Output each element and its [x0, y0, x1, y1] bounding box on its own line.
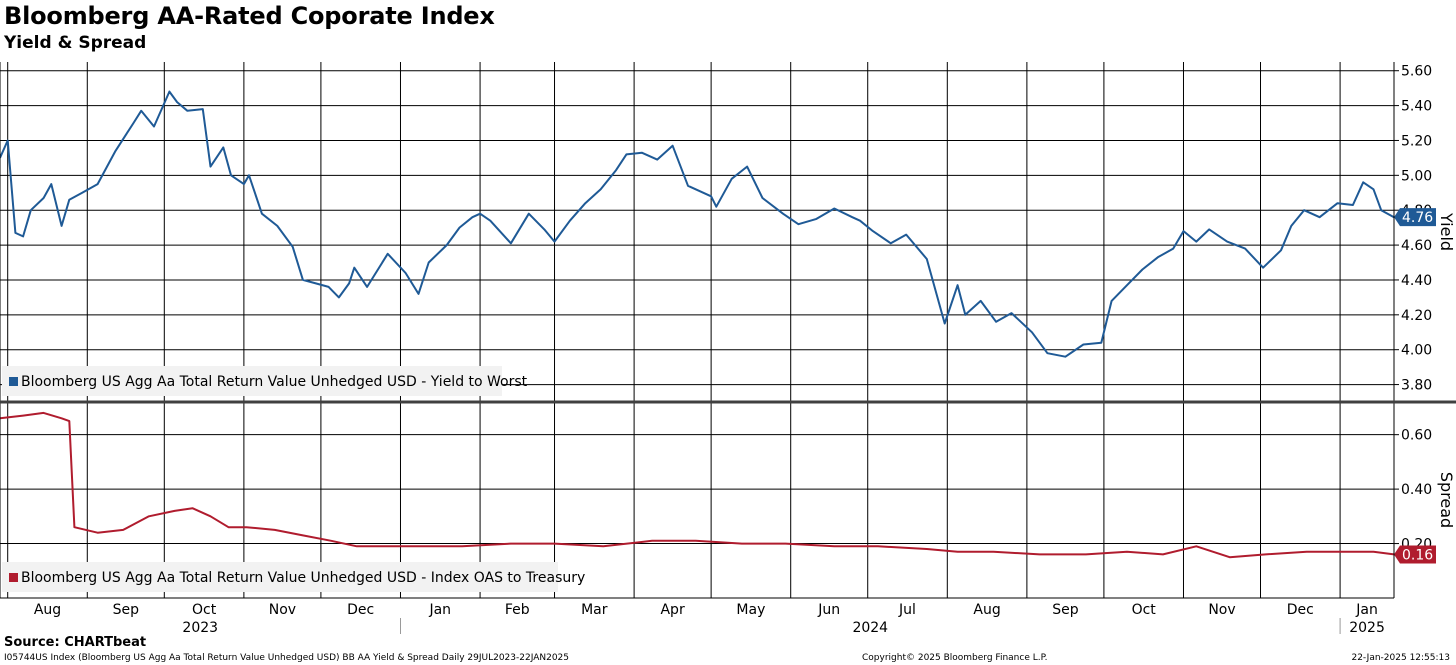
- legend-label: Bloomberg US Agg Aa Total Return Value U…: [21, 570, 585, 586]
- yield-panel: 5.605.405.205.004.804.604.404.204.003.80…: [0, 64, 1456, 396]
- legend-label: Bloomberg US Agg Aa Total Return Value U…: [21, 374, 528, 390]
- y-tick-label: 5.00: [1401, 168, 1432, 184]
- y-tick-label: 5.20: [1401, 133, 1432, 149]
- month-label: Oct: [192, 602, 217, 618]
- spread-series-line: [0, 411, 1395, 559]
- legend-swatch: [9, 573, 18, 582]
- y-tick-label: 3.80: [1401, 378, 1432, 394]
- month-label: Jan: [428, 602, 451, 618]
- y-axis-title: Yield: [1437, 212, 1456, 251]
- month-label: Sep: [1052, 602, 1079, 618]
- month-label: Aug: [34, 602, 61, 618]
- month-label: Dec: [347, 602, 374, 618]
- year-label: 2025: [1349, 620, 1385, 636]
- chart-title: Bloomberg AA-Rated Coporate Index: [4, 2, 495, 30]
- source-note: Source: CHARTbeat: [4, 635, 147, 650]
- y-tick-label: 4.20: [1401, 308, 1432, 324]
- month-label: Feb: [505, 602, 530, 618]
- month-label: Aug: [973, 602, 1000, 618]
- y-tick-label: 4.00: [1401, 343, 1432, 359]
- panel-frames: [0, 62, 1456, 599]
- month-label: Dec: [1287, 602, 1314, 618]
- x-axis: Aug Sep Oct Nov Dec Jan Feb Mar Apr May Jun Jul Aug S…: [34, 602, 1385, 636]
- month-label: Jul: [898, 602, 916, 618]
- y-tick-label: 4.40: [1401, 273, 1432, 289]
- legend-swatch: [9, 377, 18, 386]
- y-tick-label: 5.60: [1401, 64, 1432, 80]
- month-label: Jan: [1355, 602, 1378, 618]
- legend-box: [2, 562, 558, 592]
- y-tick-label: 0.60: [1401, 428, 1432, 444]
- year-label: 2024: [852, 620, 888, 636]
- last-value-label: 4.76: [1402, 210, 1433, 226]
- y-tick-label: 5.40: [1401, 99, 1432, 115]
- last-value-badge: [1394, 208, 1436, 227]
- footer-description: I05744US Index (Bloomberg US Agg Aa Tota…: [4, 653, 569, 663]
- footer-timestamp: 22-Jan-2025 12:55:13: [1351, 653, 1450, 663]
- month-label: Jun: [817, 602, 840, 618]
- month-label: May: [736, 602, 765, 618]
- month-label: Mar: [581, 602, 608, 618]
- month-label: Sep: [113, 602, 140, 618]
- month-label: Nov: [1208, 602, 1235, 618]
- month-label: Apr: [660, 602, 684, 618]
- footer-copyright: Copyright© 2025 Bloomberg Finance L.P.: [862, 653, 1048, 663]
- month-label: Oct: [1132, 602, 1157, 618]
- y-axis-title: Spread: [1437, 472, 1456, 528]
- last-value-label: 0.16: [1402, 547, 1433, 563]
- legend-box: [2, 366, 502, 396]
- grid-lines: [0, 62, 1394, 598]
- year-label: 2023: [182, 620, 218, 636]
- y-tick-label: 0.40: [1401, 482, 1432, 498]
- month-label: Nov: [269, 602, 296, 618]
- y-tick-label: 4.60: [1401, 238, 1432, 254]
- last-value-badge: [1394, 545, 1436, 564]
- yield-series-line: [0, 90, 1395, 358]
- chart-subtitle: Yield & Spread: [4, 33, 147, 53]
